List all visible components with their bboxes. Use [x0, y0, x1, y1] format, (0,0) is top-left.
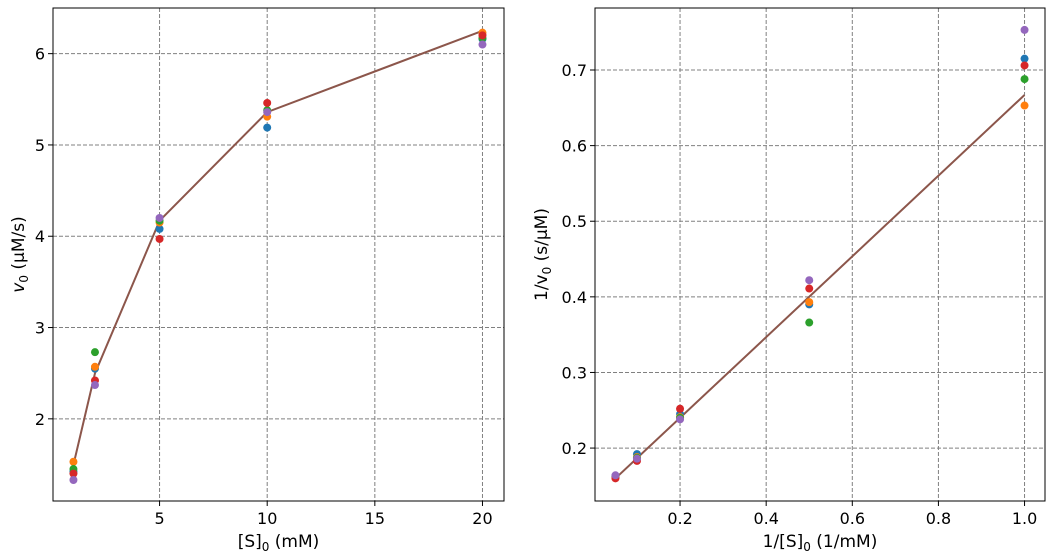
x-tick-label: 0.2	[667, 509, 692, 528]
data-point	[805, 284, 814, 293]
data-point	[69, 457, 78, 466]
y-tick-label: 0.5	[562, 212, 587, 231]
y-tick-label: 5	[35, 136, 45, 155]
y-tick-label: 0.6	[562, 137, 587, 156]
data-point	[676, 415, 685, 424]
y-axis-label: 1/v0 (s/µM)	[532, 208, 554, 301]
data-point	[263, 108, 272, 117]
data-point	[1020, 25, 1029, 34]
chart-lineweaver-burk: 0.2 0.4 0.6 0.8 1.0 0.2 0.3 0.4 0.5 0.6 0.7 1/[S]0 …	[532, 7, 1046, 554]
x-tick-label: 15	[365, 509, 385, 528]
data-point	[611, 471, 620, 480]
y-axis-label-unit: (µM/s)	[9, 216, 29, 275]
data-point	[90, 381, 99, 390]
plot-frame	[52, 7, 505, 502]
y-tick-label: 4	[35, 227, 45, 246]
x-axis-label-subscript: 0	[262, 540, 270, 554]
y-axis-label-unit: (s/µM)	[532, 208, 552, 267]
x-tick-label: 5	[154, 509, 164, 528]
x-axis-label: [S]0 (mM)	[238, 532, 320, 554]
y-tick-label: 0.2	[562, 439, 587, 458]
y-axis-label-main: 1/v	[532, 274, 552, 301]
data-point	[805, 276, 814, 285]
x-tick-label: 1.0	[1012, 509, 1037, 528]
data-point	[1020, 61, 1029, 70]
x-axis-label-main: [S]	[238, 532, 262, 552]
data-point	[90, 348, 99, 357]
data-point	[478, 40, 487, 49]
data-point	[263, 98, 272, 107]
x-tick-label: 10	[257, 509, 277, 528]
x-tick-label: 0.8	[926, 509, 951, 528]
x-axis-label-subscript: 0	[803, 540, 811, 554]
data-point	[263, 123, 272, 132]
fit-line	[72, 29, 483, 465]
data-point	[155, 224, 164, 233]
data-point	[155, 213, 164, 222]
x-axis-label-main: 1/[S]	[763, 532, 804, 552]
plot-frame	[594, 7, 1046, 502]
y-tick-label: 6	[35, 45, 45, 64]
x-axis-label: 1/[S]0 (1/mM)	[763, 532, 878, 554]
data-point	[69, 476, 78, 485]
data-point	[676, 404, 685, 413]
x-tick-label: 0.4	[753, 509, 778, 528]
y-axis-label-subscript: 0	[17, 275, 31, 283]
data-point	[155, 234, 164, 243]
data-point	[805, 298, 814, 307]
x-tick-label: 0.6	[840, 509, 865, 528]
y-tick-label: 3	[35, 319, 45, 338]
y-tick-label: 0.3	[562, 363, 587, 382]
data-point	[632, 454, 641, 463]
y-axis-label-subscript: 0	[540, 267, 554, 275]
x-axis-label-unit: (1/mM)	[811, 532, 877, 552]
y-tick-label: 0.7	[562, 61, 587, 80]
data-point	[1020, 54, 1029, 63]
y-tick-label: 2	[35, 410, 45, 429]
x-axis-label-unit: (mM)	[269, 532, 319, 552]
data-point	[90, 362, 99, 371]
data-point	[69, 469, 78, 478]
y-axis-label-main: v	[9, 282, 29, 293]
data-point	[1020, 101, 1029, 110]
data-point	[805, 318, 814, 327]
y-tick-label: 0.4	[562, 288, 587, 307]
data-point	[1020, 75, 1029, 84]
x-tick-label: 20	[472, 509, 492, 528]
data-point	[478, 31, 487, 40]
y-axis-label: v0 (µM/s)	[9, 216, 31, 292]
